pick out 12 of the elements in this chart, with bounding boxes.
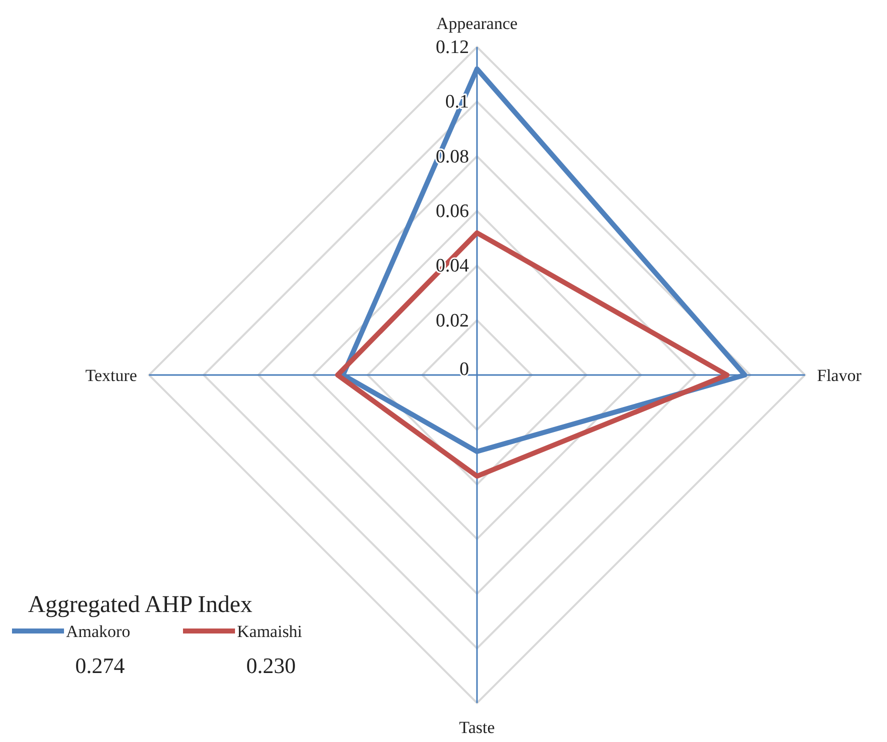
legend-label: Kamaishi xyxy=(237,622,302,641)
legend-title: Aggregated AHP Index xyxy=(28,592,252,618)
spoke-label: Flavor xyxy=(817,366,862,385)
spoke-label: Taste xyxy=(459,718,495,737)
y-tick-label: 0.12 xyxy=(436,37,469,58)
text: 0.274 xyxy=(75,653,125,678)
y-tick-label: 0.06 xyxy=(436,201,469,222)
text: 0.230 xyxy=(246,653,296,678)
legend-label: Amakoro xyxy=(66,622,130,641)
spoke-label: Texture xyxy=(85,366,137,385)
spoke-label: Appearance xyxy=(436,14,518,33)
y-tick-label: 0.02 xyxy=(436,310,469,332)
